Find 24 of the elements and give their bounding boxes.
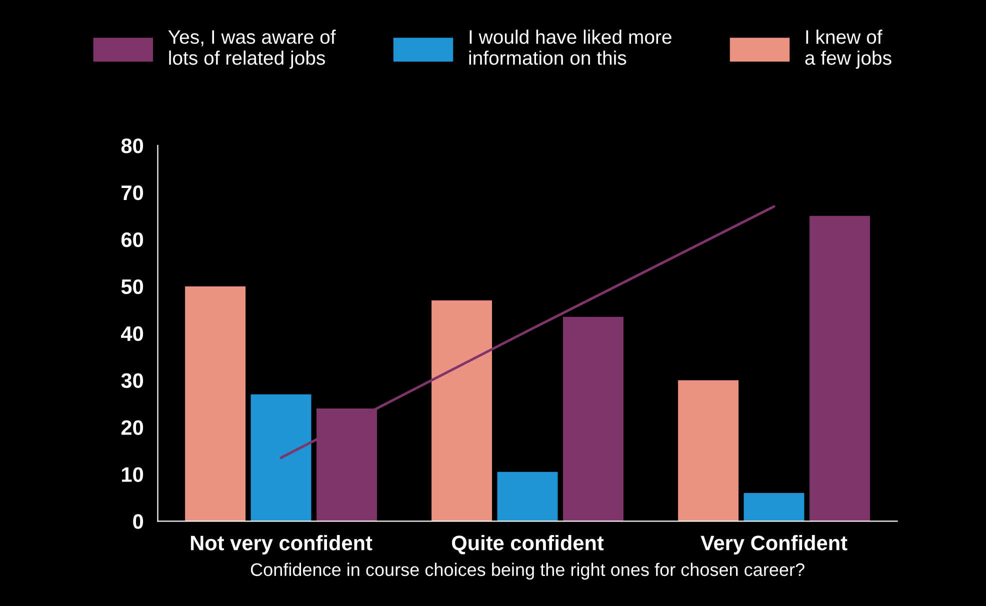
x-tick-label: Very Confident <box>700 535 848 554</box>
legend-label: I would have liked more information on this <box>469 30 672 65</box>
y-tick-label: 80 <box>121 138 144 154</box>
bar <box>563 316 624 522</box>
bar <box>250 394 312 522</box>
x-tick-label: Not very confident <box>190 535 372 554</box>
y-tick-label: 0 <box>133 514 144 529</box>
x-axis-title: Confidence in course choices being the right ones for chosen career? <box>250 562 804 580</box>
y-tick-label: 10 <box>122 467 144 482</box>
legend-label: Yes, I was aware of lots of related jobs <box>168 30 336 69</box>
x-tick-label: Quite confident <box>452 535 604 554</box>
bar <box>497 472 558 522</box>
legend-label: I knew of a few jobs <box>805 30 892 69</box>
y-tick-label: 20 <box>121 420 144 435</box>
bar <box>185 286 246 522</box>
y-tick-label: 30 <box>121 373 144 388</box>
y-tick-label: 70 <box>122 185 144 200</box>
bar <box>744 492 804 522</box>
y-tick-label: 50 <box>121 279 144 294</box>
bar <box>432 300 492 522</box>
bar <box>810 216 870 522</box>
y-tick-label: 40 <box>121 326 144 342</box>
y-tick-label: 60 <box>121 232 144 248</box>
bar <box>678 380 739 522</box>
